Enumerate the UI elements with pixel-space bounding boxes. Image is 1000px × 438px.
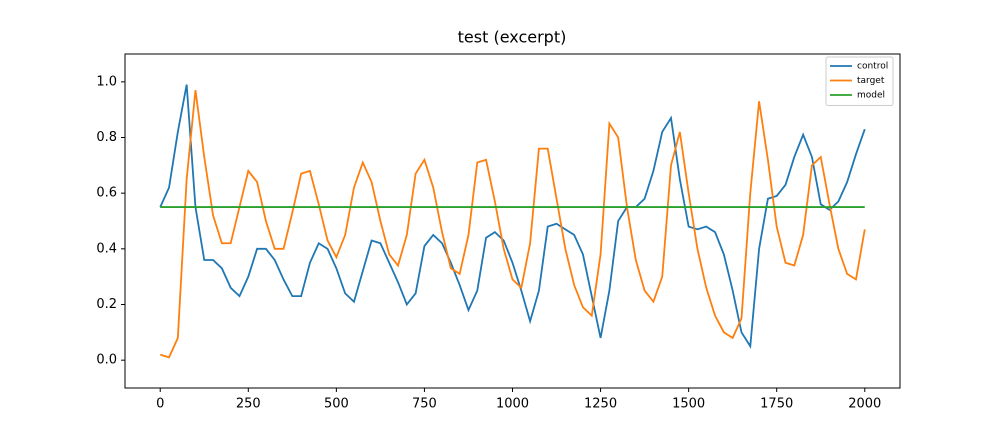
y-tick-label: 0.6 [96,186,117,201]
x-tick-label: 750 [412,397,437,412]
x-tick-label: 1750 [760,397,793,412]
legend: control target model [825,56,894,106]
x-tick-label: 250 [236,397,261,412]
y-tick-label: 1.0 [96,74,117,89]
axes-frame [124,53,901,389]
x-tick-label: 1000 [496,397,529,412]
legend-frame [825,56,894,106]
x-tick-label: 1250 [584,397,617,412]
chart-title: test (excerpt) [458,28,567,47]
legend-label: target [857,76,885,86]
legend-label: model [857,91,885,101]
x-tick-label: 500 [324,397,349,412]
y-tick-label: 0.4 [96,241,117,256]
legend-label: control [857,62,888,72]
y-tick-label: 0.8 [96,130,117,145]
series-line [159,84,866,349]
x-tick-label: 1500 [672,397,705,412]
y-tick-label: 0.0 [96,353,117,368]
series-line [159,90,866,359]
x-tick-label: 0 [156,397,164,412]
x-tick-label: 2000 [848,397,881,412]
y-tick-label: 0.2 [96,297,117,312]
